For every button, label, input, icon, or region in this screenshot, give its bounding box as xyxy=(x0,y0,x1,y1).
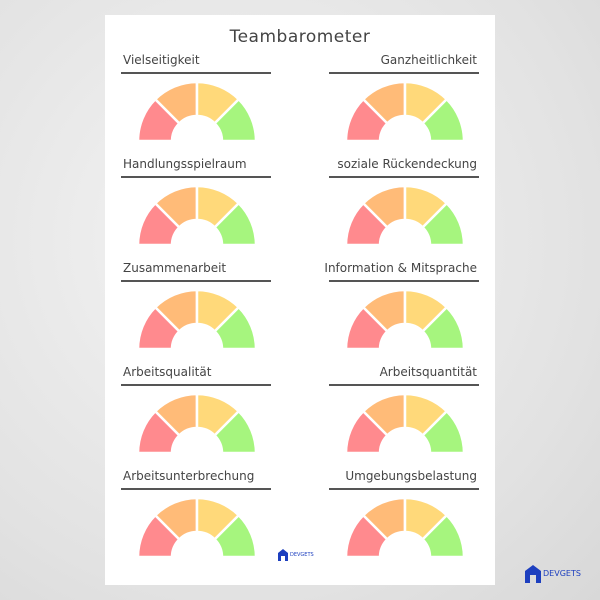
divider xyxy=(121,72,271,74)
poster-title: Teambarometer xyxy=(229,27,371,47)
gauge-segment xyxy=(137,201,182,245)
gauge-segment xyxy=(403,497,449,542)
divider xyxy=(121,488,271,490)
gauge-segment xyxy=(137,513,182,557)
gauge xyxy=(137,393,257,453)
gauge-label: Arbeitsquantität xyxy=(379,365,477,379)
gauge-segment xyxy=(403,185,449,230)
gauge xyxy=(345,497,465,557)
gauge-segment xyxy=(420,97,465,141)
gauge xyxy=(137,81,257,141)
divider xyxy=(329,280,479,282)
gauge-card: Zusammenarbeit xyxy=(121,223,271,349)
divider xyxy=(121,176,271,178)
gauge-segment xyxy=(212,97,257,141)
divider xyxy=(121,280,271,282)
gauge-segment xyxy=(403,289,449,334)
gauge-segment xyxy=(153,81,199,126)
gauge-segment xyxy=(137,305,182,349)
gauge-segment xyxy=(345,513,390,557)
gauge-label: Information & Mitsprache xyxy=(324,261,477,275)
gauge-segment xyxy=(195,81,241,126)
gauge-card: Umgebungsbelastung xyxy=(329,431,479,557)
gauge-segment xyxy=(212,305,257,349)
logo-text: DEVGETS xyxy=(543,569,581,578)
gauge-segment xyxy=(403,393,449,438)
gauge-segment xyxy=(361,497,407,542)
divider xyxy=(329,72,479,74)
gauge xyxy=(345,289,465,349)
gauge xyxy=(137,497,257,557)
logo: DEVGETS xyxy=(278,549,314,561)
gauge-segment xyxy=(345,97,390,141)
gauge-segment xyxy=(420,513,465,557)
gauge-label: Vielseitigkeit xyxy=(123,53,200,67)
divider xyxy=(121,384,271,386)
gauge-segment xyxy=(195,289,241,334)
gauge-segment xyxy=(361,393,407,438)
poster: Teambarometer Vielseitigkeit Ganzheitlich… xyxy=(105,15,495,585)
gauge-segment xyxy=(361,81,407,126)
divider xyxy=(329,488,479,490)
gauge xyxy=(345,393,465,453)
gauge-card: Arbeitsqualität xyxy=(121,327,271,453)
gauge-label: Zusammenarbeit xyxy=(123,261,227,275)
gauge-segment xyxy=(420,305,465,349)
gauge-label: soziale Rückendeckung xyxy=(337,157,477,171)
logo-icon xyxy=(278,549,288,561)
gauge xyxy=(345,185,465,245)
gauge-segment xyxy=(153,185,199,230)
gauge xyxy=(137,185,257,245)
gauge-segment xyxy=(212,513,257,557)
gauge-card: Handlungsspielraum xyxy=(121,119,271,245)
divider xyxy=(329,176,479,178)
gauge-label: Arbeitsunterbrechung xyxy=(123,469,255,483)
gauge-card: Arbeitsquantität xyxy=(329,327,479,453)
logo-text: DEVGETS xyxy=(290,551,314,558)
gauge-segment xyxy=(403,81,449,126)
corner-logo: DEVGETS xyxy=(525,565,581,583)
gauge-segment xyxy=(345,305,390,349)
gauge-segment xyxy=(137,97,182,141)
gauge-segment xyxy=(212,201,257,245)
gauge xyxy=(345,81,465,141)
gauge-segment xyxy=(212,409,257,453)
gauge-card: Vielseitigkeit xyxy=(121,15,271,141)
gauge-segment xyxy=(345,201,390,245)
gauge-segment xyxy=(195,393,241,438)
divider xyxy=(329,384,479,386)
gauge-segment xyxy=(153,289,199,334)
gauge-segment xyxy=(361,185,407,230)
gauge-card: Arbeitsunterbrechung xyxy=(121,431,271,557)
gauge-segment xyxy=(153,393,199,438)
gauge-segment xyxy=(195,497,241,542)
gauge-segment xyxy=(420,201,465,245)
gauge-segment xyxy=(345,409,390,453)
gauge xyxy=(137,289,257,349)
logo-icon xyxy=(525,565,541,583)
gauge-label: Handlungsspielraum xyxy=(123,157,247,171)
gauge-label: Umgebungsbelastung xyxy=(345,469,477,483)
gauge-label: Arbeitsqualität xyxy=(123,365,212,379)
gauge-card: Information & Mitsprache xyxy=(324,223,479,349)
gauge-segment xyxy=(153,497,199,542)
gauge-card: Ganzheitlichkeit xyxy=(329,15,479,141)
gauge-segment xyxy=(195,185,241,230)
gauge-label: Ganzheitlichkeit xyxy=(380,53,477,67)
gauge-segment xyxy=(137,409,182,453)
gauge-card: soziale Rückendeckung xyxy=(329,119,479,245)
gauge-segment xyxy=(420,409,465,453)
gauge-segment xyxy=(361,289,407,334)
